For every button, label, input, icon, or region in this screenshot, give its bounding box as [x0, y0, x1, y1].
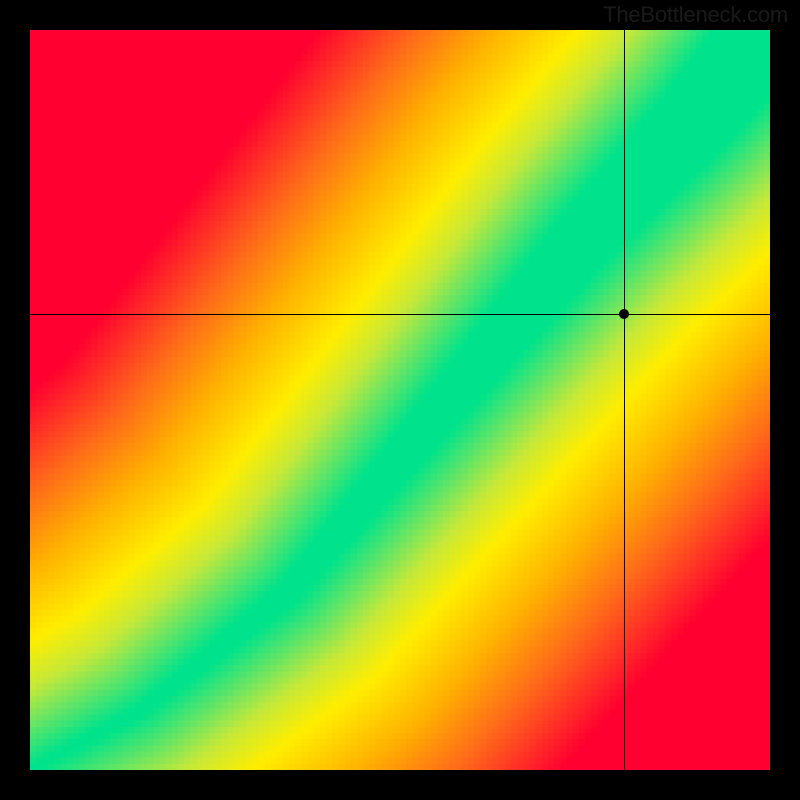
crosshair-marker: [619, 309, 629, 319]
crosshair-horizontal: [30, 314, 770, 315]
bottleneck-heatmap: [30, 30, 770, 770]
crosshair-vertical: [624, 30, 625, 770]
heatmap-canvas: [30, 30, 770, 770]
watermark-text: TheBottleneck.com: [603, 2, 788, 28]
